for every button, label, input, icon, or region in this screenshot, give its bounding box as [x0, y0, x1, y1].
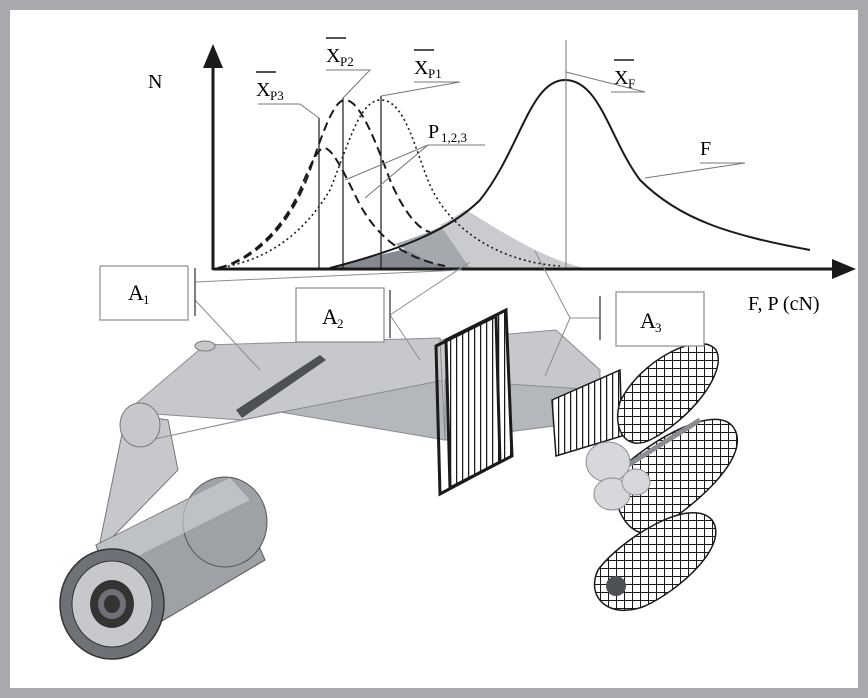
woven-fabric	[593, 343, 738, 611]
svg-text:P1: P1	[428, 66, 442, 81]
figure-frame: N F, P (cN) X P3 X P2 X P1 X F	[10, 10, 858, 688]
svg-text:P: P	[428, 121, 439, 143]
y-axis-label: N	[148, 71, 162, 93]
x-axis-label: F, P (cN)	[748, 293, 820, 315]
y-axis-arrow	[203, 44, 223, 68]
x-axis-arrow	[832, 259, 856, 279]
p3-distribution-curve	[217, 146, 446, 269]
svg-text:X: X	[414, 57, 429, 79]
svg-text:X: X	[326, 45, 341, 67]
label-xp1: X P1	[414, 49, 442, 81]
warp-beam	[59, 476, 268, 660]
zone-a1-label: A	[128, 280, 144, 305]
svg-text:3: 3	[655, 320, 662, 335]
zone-a1-box	[99, 265, 189, 321]
reed	[551, 368, 623, 457]
zone-a3-label: A	[640, 308, 656, 333]
label-p123: P 1,2,3	[428, 121, 467, 145]
label-xp3: X P3	[256, 71, 284, 103]
zone-a3-area	[440, 210, 585, 268]
svg-text:P2: P2	[340, 54, 354, 69]
label-f: F	[700, 138, 711, 160]
svg-text:F: F	[628, 76, 635, 91]
distribution-chart: N F, P (cN) X P3 X P2 X P1 X F	[148, 37, 856, 315]
back-roller	[119, 402, 161, 448]
zone-a3-box	[615, 291, 705, 347]
zone-a2-box	[295, 287, 385, 343]
zone-labels: A 1 A 2 A 3	[99, 250, 705, 377]
f-distribution-curve	[329, 78, 811, 269]
p2-distribution-curve	[217, 98, 431, 269]
svg-text:1,2,3: 1,2,3	[441, 130, 467, 145]
label-xp2: X P2	[326, 37, 354, 69]
svg-text:X: X	[256, 79, 271, 101]
zone-a2-label: A	[322, 304, 338, 329]
svg-text:2: 2	[337, 316, 344, 331]
svg-text:P3: P3	[270, 88, 284, 103]
diagram-canvas: N F, P (cN) X P3 X P2 X P1 X F	[59, 37, 856, 660]
lease-rod	[236, 355, 326, 418]
svg-text:1: 1	[143, 292, 150, 307]
weaving-machine	[59, 307, 738, 660]
label-xf: X F	[614, 59, 635, 91]
heald-frame	[434, 307, 514, 497]
svg-text:X: X	[614, 67, 629, 89]
take-up-rollers	[585, 441, 651, 511]
